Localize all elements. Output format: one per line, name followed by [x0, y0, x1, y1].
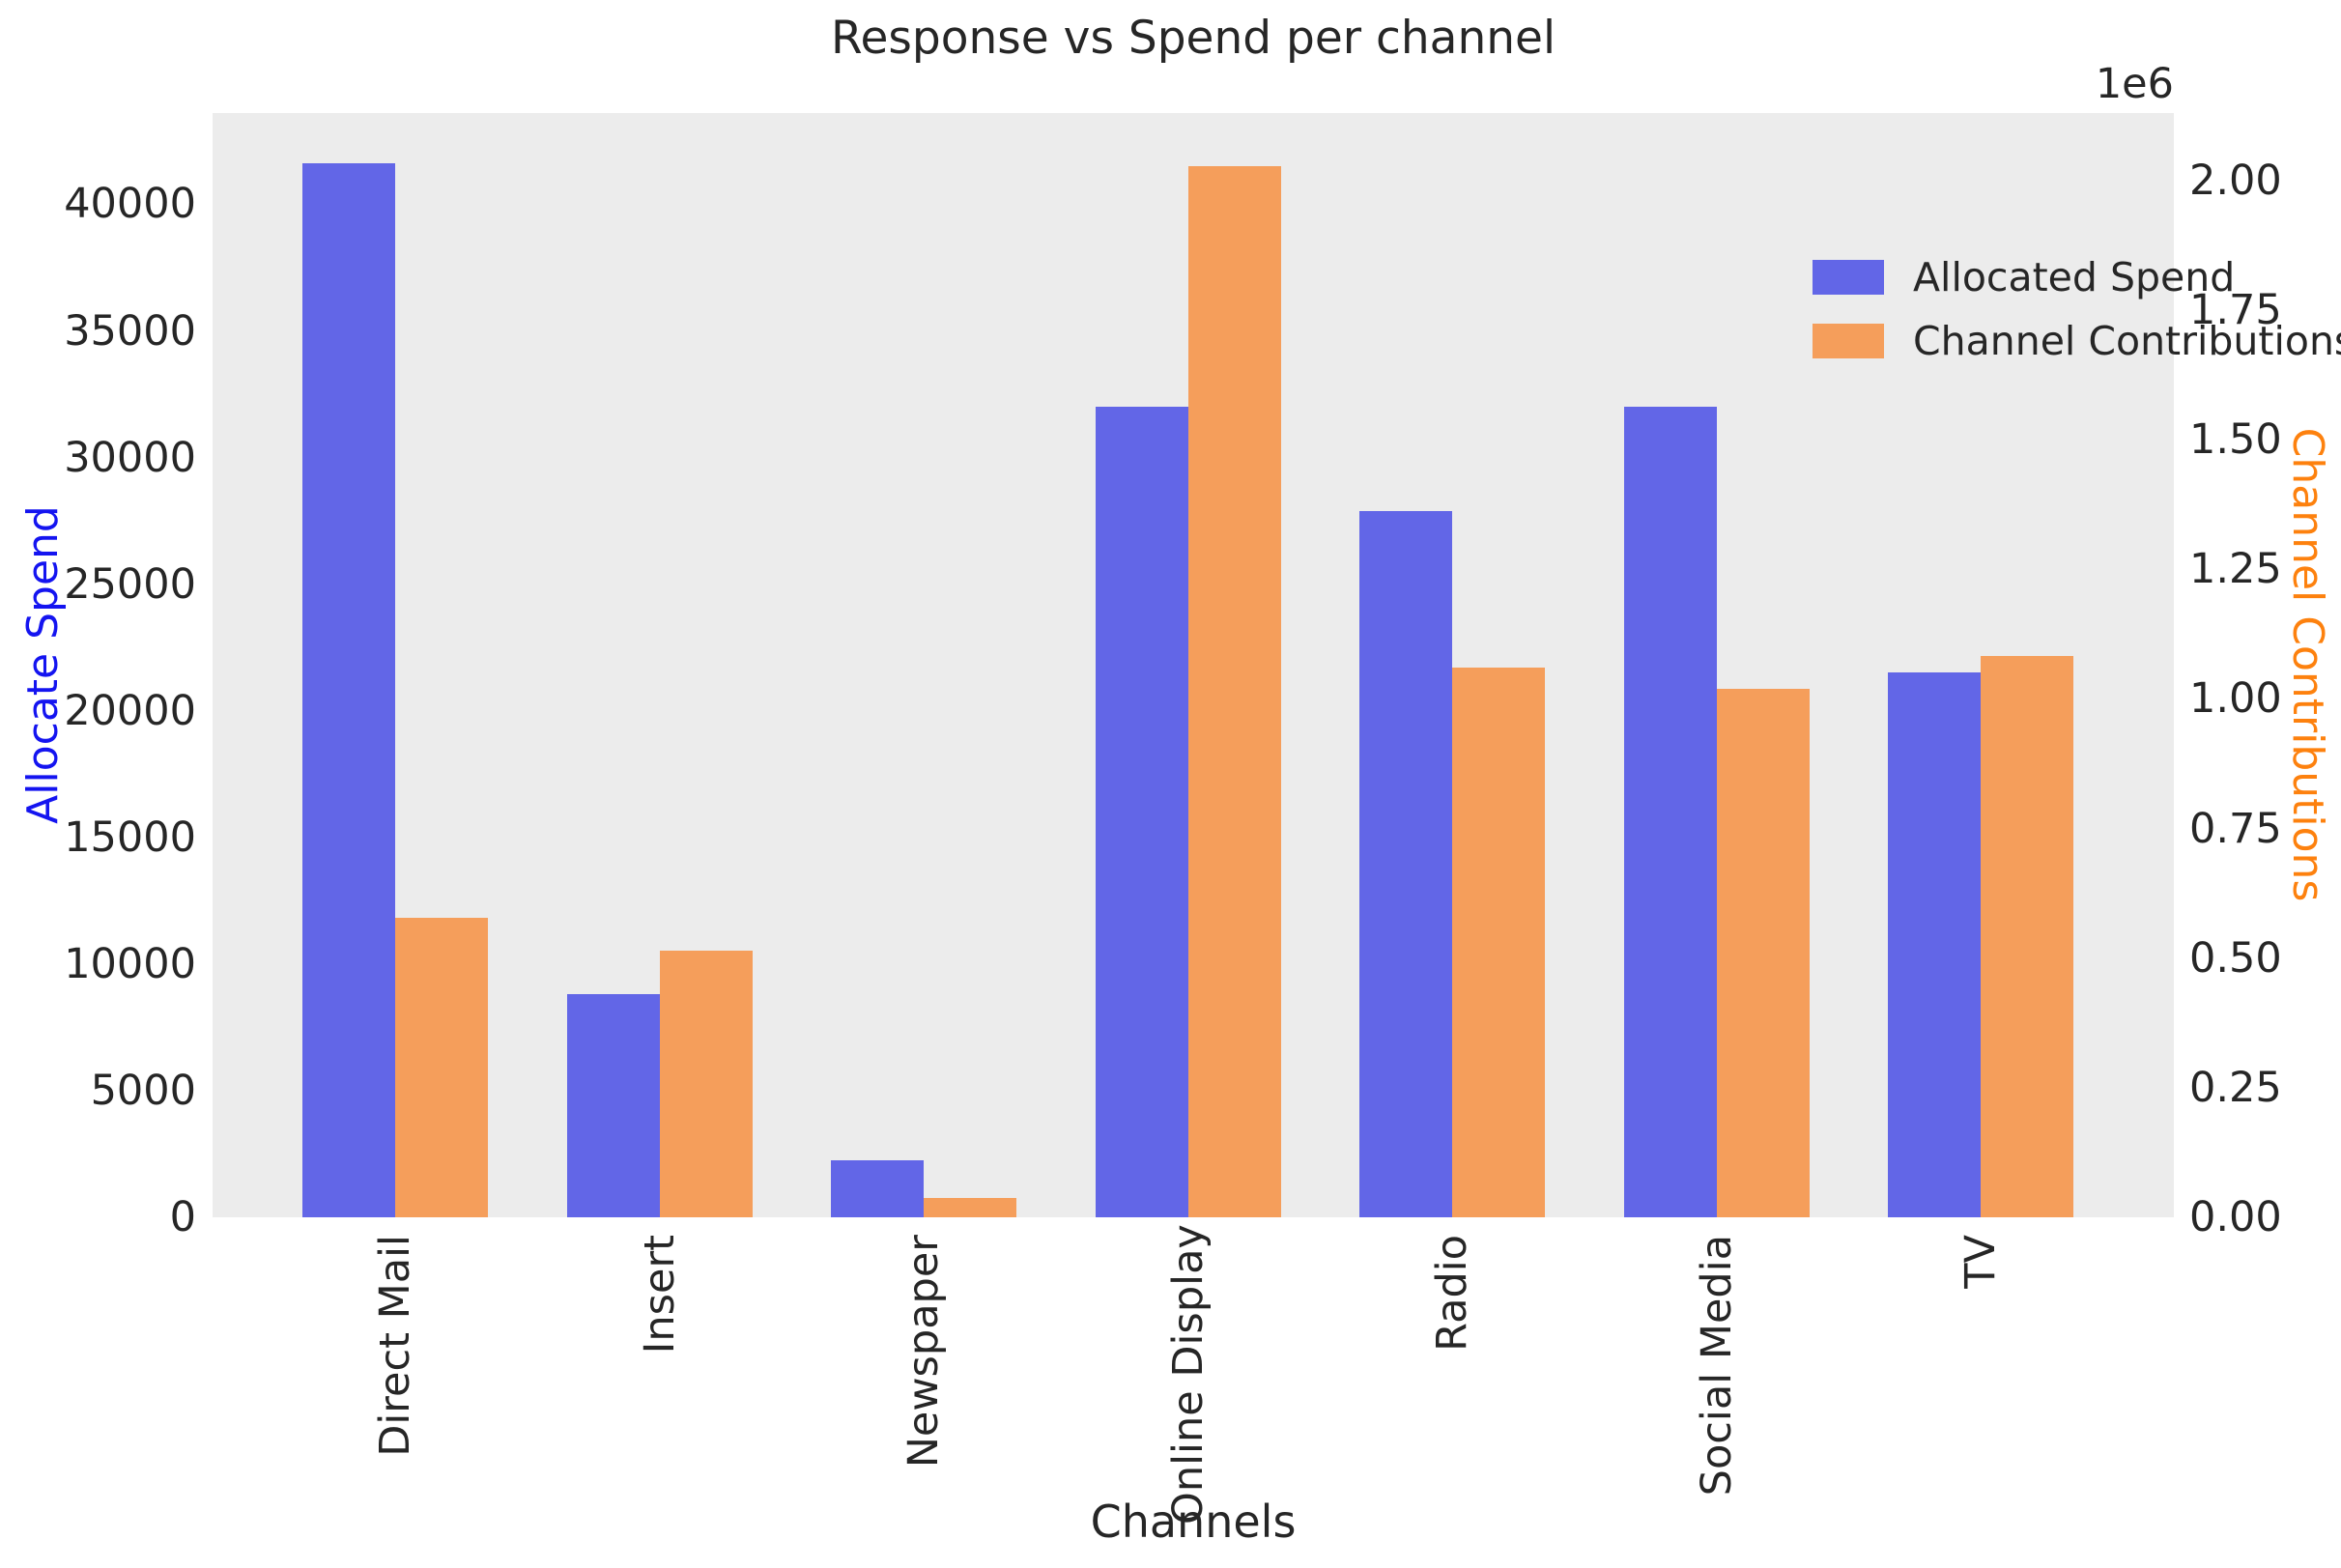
left-tick-40000: 40000: [64, 180, 196, 229]
bar-allocated-spend-online-display: [1095, 407, 1188, 1217]
right-tick-0.50: 0.50: [2189, 933, 2282, 983]
bar-channel-contributions-insert: [659, 951, 753, 1217]
left-tick-20000: 20000: [64, 686, 196, 735]
chart-title: Response vs Spend per channel: [830, 12, 1556, 65]
bar-channel-contributions-radio: [1452, 667, 1545, 1217]
x-tick-tv: TV: [1956, 1235, 2005, 1289]
bar-allocated-spend-radio: [1359, 510, 1452, 1217]
x-tick-insert: Insert: [635, 1235, 684, 1354]
right-tick-0.00: 0.00: [2189, 1193, 2282, 1241]
legend-swatch-channel-contributions: [1813, 324, 1884, 358]
left-tick-10000: 10000: [64, 939, 196, 988]
left-tick-0: 0: [169, 1193, 196, 1241]
left-tick-30000: 30000: [64, 433, 196, 482]
x-tick-online-display: Online Display: [1163, 1224, 1213, 1525]
x-tick-newspaper: Newspaper: [899, 1235, 948, 1468]
legend-label-channel-contributions: Channel Contributions: [1913, 318, 2341, 364]
right-tick-0.25: 0.25: [2189, 1063, 2282, 1112]
right-tick-0.75: 0.75: [2189, 804, 2282, 853]
bar-channel-contributions-direct-mail: [395, 918, 488, 1217]
bar-allocated-spend-newspaper: [831, 1160, 924, 1217]
x-tick-social-media: Social Media: [1692, 1235, 1741, 1497]
left-axis-title: Allocate Spend: [18, 505, 68, 824]
right-axis-title: Channel Contributions: [2283, 427, 2332, 902]
legend-row-allocated-spend: Allocated Spend: [1813, 254, 2341, 300]
left-tick-15000: 15000: [64, 813, 196, 862]
right-axis-offset-text: 1e6: [2095, 60, 2174, 108]
right-tick-1.00: 1.00: [2189, 674, 2282, 724]
x-axis-title: Channels: [1090, 1496, 1297, 1548]
legend-swatch-allocated-spend: [1813, 260, 1884, 295]
x-tick-radio: Radio: [1428, 1235, 1476, 1352]
bar-channel-contributions-tv: [1981, 656, 2073, 1217]
right-tick-1.25: 1.25: [2189, 545, 2282, 594]
left-tick-5000: 5000: [90, 1066, 196, 1115]
legend: Allocated Spend Channel Contributions: [1813, 254, 2341, 364]
bar-allocated-spend-tv: [1888, 672, 1981, 1217]
bar-allocated-spend-insert: [566, 994, 660, 1217]
bar-channel-contributions-social-media: [1716, 689, 1810, 1217]
x-tick-direct-mail: Direct Mail: [371, 1235, 419, 1457]
bar-channel-contributions-newspaper: [924, 1198, 1016, 1217]
left-tick-25000: 25000: [64, 559, 196, 609]
bar-allocated-spend-direct-mail: [302, 163, 395, 1217]
left-tick-35000: 35000: [64, 306, 196, 356]
legend-row-channel-contributions: Channel Contributions: [1813, 318, 2341, 364]
right-tick-2.00: 2.00: [2189, 156, 2282, 205]
legend-label-allocated-spend: Allocated Spend: [1913, 254, 2236, 300]
right-tick-1.75: 1.75: [2189, 285, 2282, 334]
right-tick-1.50: 1.50: [2189, 415, 2282, 465]
bar-allocated-spend-social-media: [1623, 407, 1717, 1217]
bar-channel-contributions-online-display: [1187, 165, 1281, 1217]
plot-area: Allocated Spend Channel Contributions: [213, 113, 2341, 1217]
